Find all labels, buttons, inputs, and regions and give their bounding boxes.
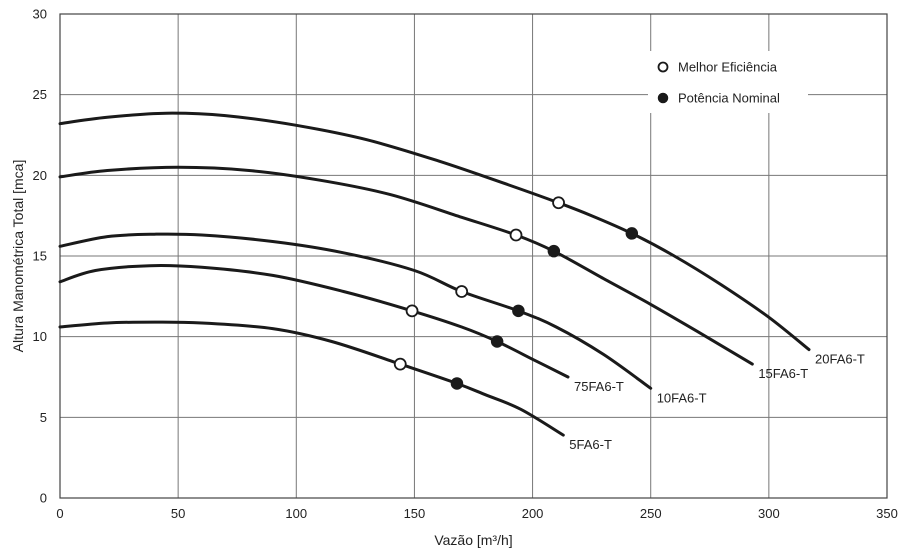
curve-5fa6-t bbox=[58, 320, 565, 437]
y-tick-label: 15 bbox=[33, 249, 47, 264]
curve-20fa6-t bbox=[58, 111, 811, 352]
y-tick-label: 5 bbox=[40, 410, 47, 425]
best-efficiency-point bbox=[405, 304, 419, 318]
curve-label-15fa6-t: 15FA6-T bbox=[758, 366, 808, 381]
x-tick-label: 100 bbox=[285, 506, 307, 521]
nominal-power-point bbox=[490, 335, 504, 348]
best-efficiency-point bbox=[552, 196, 565, 210]
nominal-power-point bbox=[547, 244, 561, 258]
best-efficiency-point bbox=[455, 285, 469, 298]
x-tick-label: 150 bbox=[404, 506, 426, 521]
y-tick-label: 30 bbox=[33, 7, 47, 22]
best-efficiency-point bbox=[393, 357, 407, 371]
curve-label-5fa6-t: 5FA6-T bbox=[569, 437, 612, 452]
curve-15fa6-t bbox=[58, 165, 754, 366]
open-circle-icon bbox=[657, 61, 669, 73]
nominal-power-point bbox=[450, 377, 464, 390]
y-tick-label: 25 bbox=[33, 87, 47, 102]
curve-10fa6-t bbox=[58, 232, 653, 390]
y-tick-label: 0 bbox=[40, 491, 47, 506]
curves bbox=[58, 111, 811, 437]
legend-nominal-power-label: Potência Nominal bbox=[678, 91, 780, 106]
x-tick-labels: 0 50 100 150 200 250 300 350 bbox=[56, 506, 897, 521]
curve-75fa6-t bbox=[58, 263, 570, 379]
y-tick-labels: 0 5 10 15 20 25 30 bbox=[33, 7, 47, 506]
legend-background bbox=[648, 51, 808, 113]
y-tick-label: 10 bbox=[33, 329, 47, 344]
legend-best-efficiency-label: Melhor Eficiência bbox=[678, 60, 778, 75]
x-tick-label: 250 bbox=[640, 506, 662, 521]
x-tick-label: 200 bbox=[522, 506, 544, 521]
curve-labels: 20FA6-T 15FA6-T 10FA6-T 75FA6-T 5FA6-T bbox=[569, 352, 865, 453]
plot-frame bbox=[59, 13, 888, 499]
legend: Melhor Eficiência Potência Nominal bbox=[648, 51, 808, 113]
x-tick-label: 50 bbox=[171, 506, 185, 521]
x-tick-label: 350 bbox=[876, 506, 898, 521]
x-tick-label: 300 bbox=[758, 506, 780, 521]
nominal-power-point bbox=[512, 304, 525, 318]
x-tick-label: 0 bbox=[56, 506, 63, 521]
filled-circle-icon bbox=[657, 92, 669, 104]
y-tick-label: 20 bbox=[33, 168, 47, 183]
curve-label-75fa6-t: 75FA6-T bbox=[574, 379, 624, 394]
curve-label-10fa6-t: 10FA6-T bbox=[657, 390, 707, 405]
best-efficiency-point bbox=[509, 228, 523, 242]
curve-label-20fa6-t: 20FA6-T bbox=[815, 352, 865, 367]
x-axis-title: Vazão [m³/h] bbox=[434, 532, 512, 548]
y-axis-title: Altura Manométrica Total [mca] bbox=[10, 160, 26, 353]
markers bbox=[393, 196, 639, 390]
nominal-power-point bbox=[625, 227, 639, 240]
